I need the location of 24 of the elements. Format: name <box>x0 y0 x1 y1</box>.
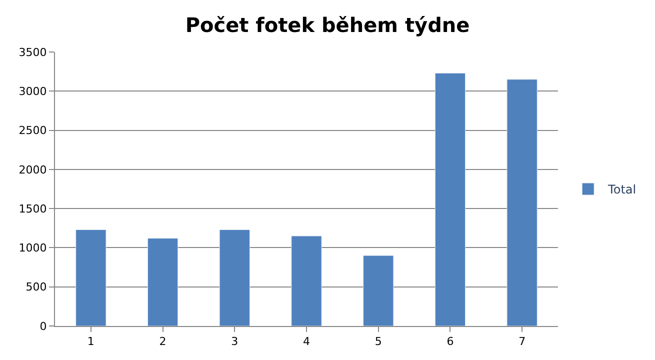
bar <box>147 238 178 326</box>
bar <box>76 229 106 326</box>
y-tick-label: 3000 <box>18 84 47 98</box>
x-tick-label: 6 <box>446 335 454 348</box>
bar <box>434 72 466 326</box>
y-tick-label: 3500 <box>18 46 47 59</box>
y-tick-label: 2500 <box>18 124 47 138</box>
y-tick-label: 1000 <box>18 242 47 255</box>
y-tick-label: 500 <box>26 280 47 294</box>
legend-label: Total <box>607 182 636 197</box>
x-tick-label: 5 <box>374 335 382 348</box>
chart-title: Počet fotek během týdne <box>185 13 470 38</box>
bar <box>219 229 250 326</box>
x-tick-label: 4 <box>303 335 310 348</box>
y-tick-label: 2000 <box>18 163 47 176</box>
x-tick-label: 3 <box>231 335 238 348</box>
bar <box>363 255 394 326</box>
y-tick-label: 1500 <box>18 202 47 216</box>
x-tick-label: 1 <box>87 335 94 348</box>
bar <box>291 236 322 326</box>
bar <box>506 79 538 326</box>
y-tick-label: 0 <box>40 320 47 333</box>
x-tick-label: 7 <box>518 335 526 348</box>
x-tick-label: 2 <box>159 335 166 348</box>
